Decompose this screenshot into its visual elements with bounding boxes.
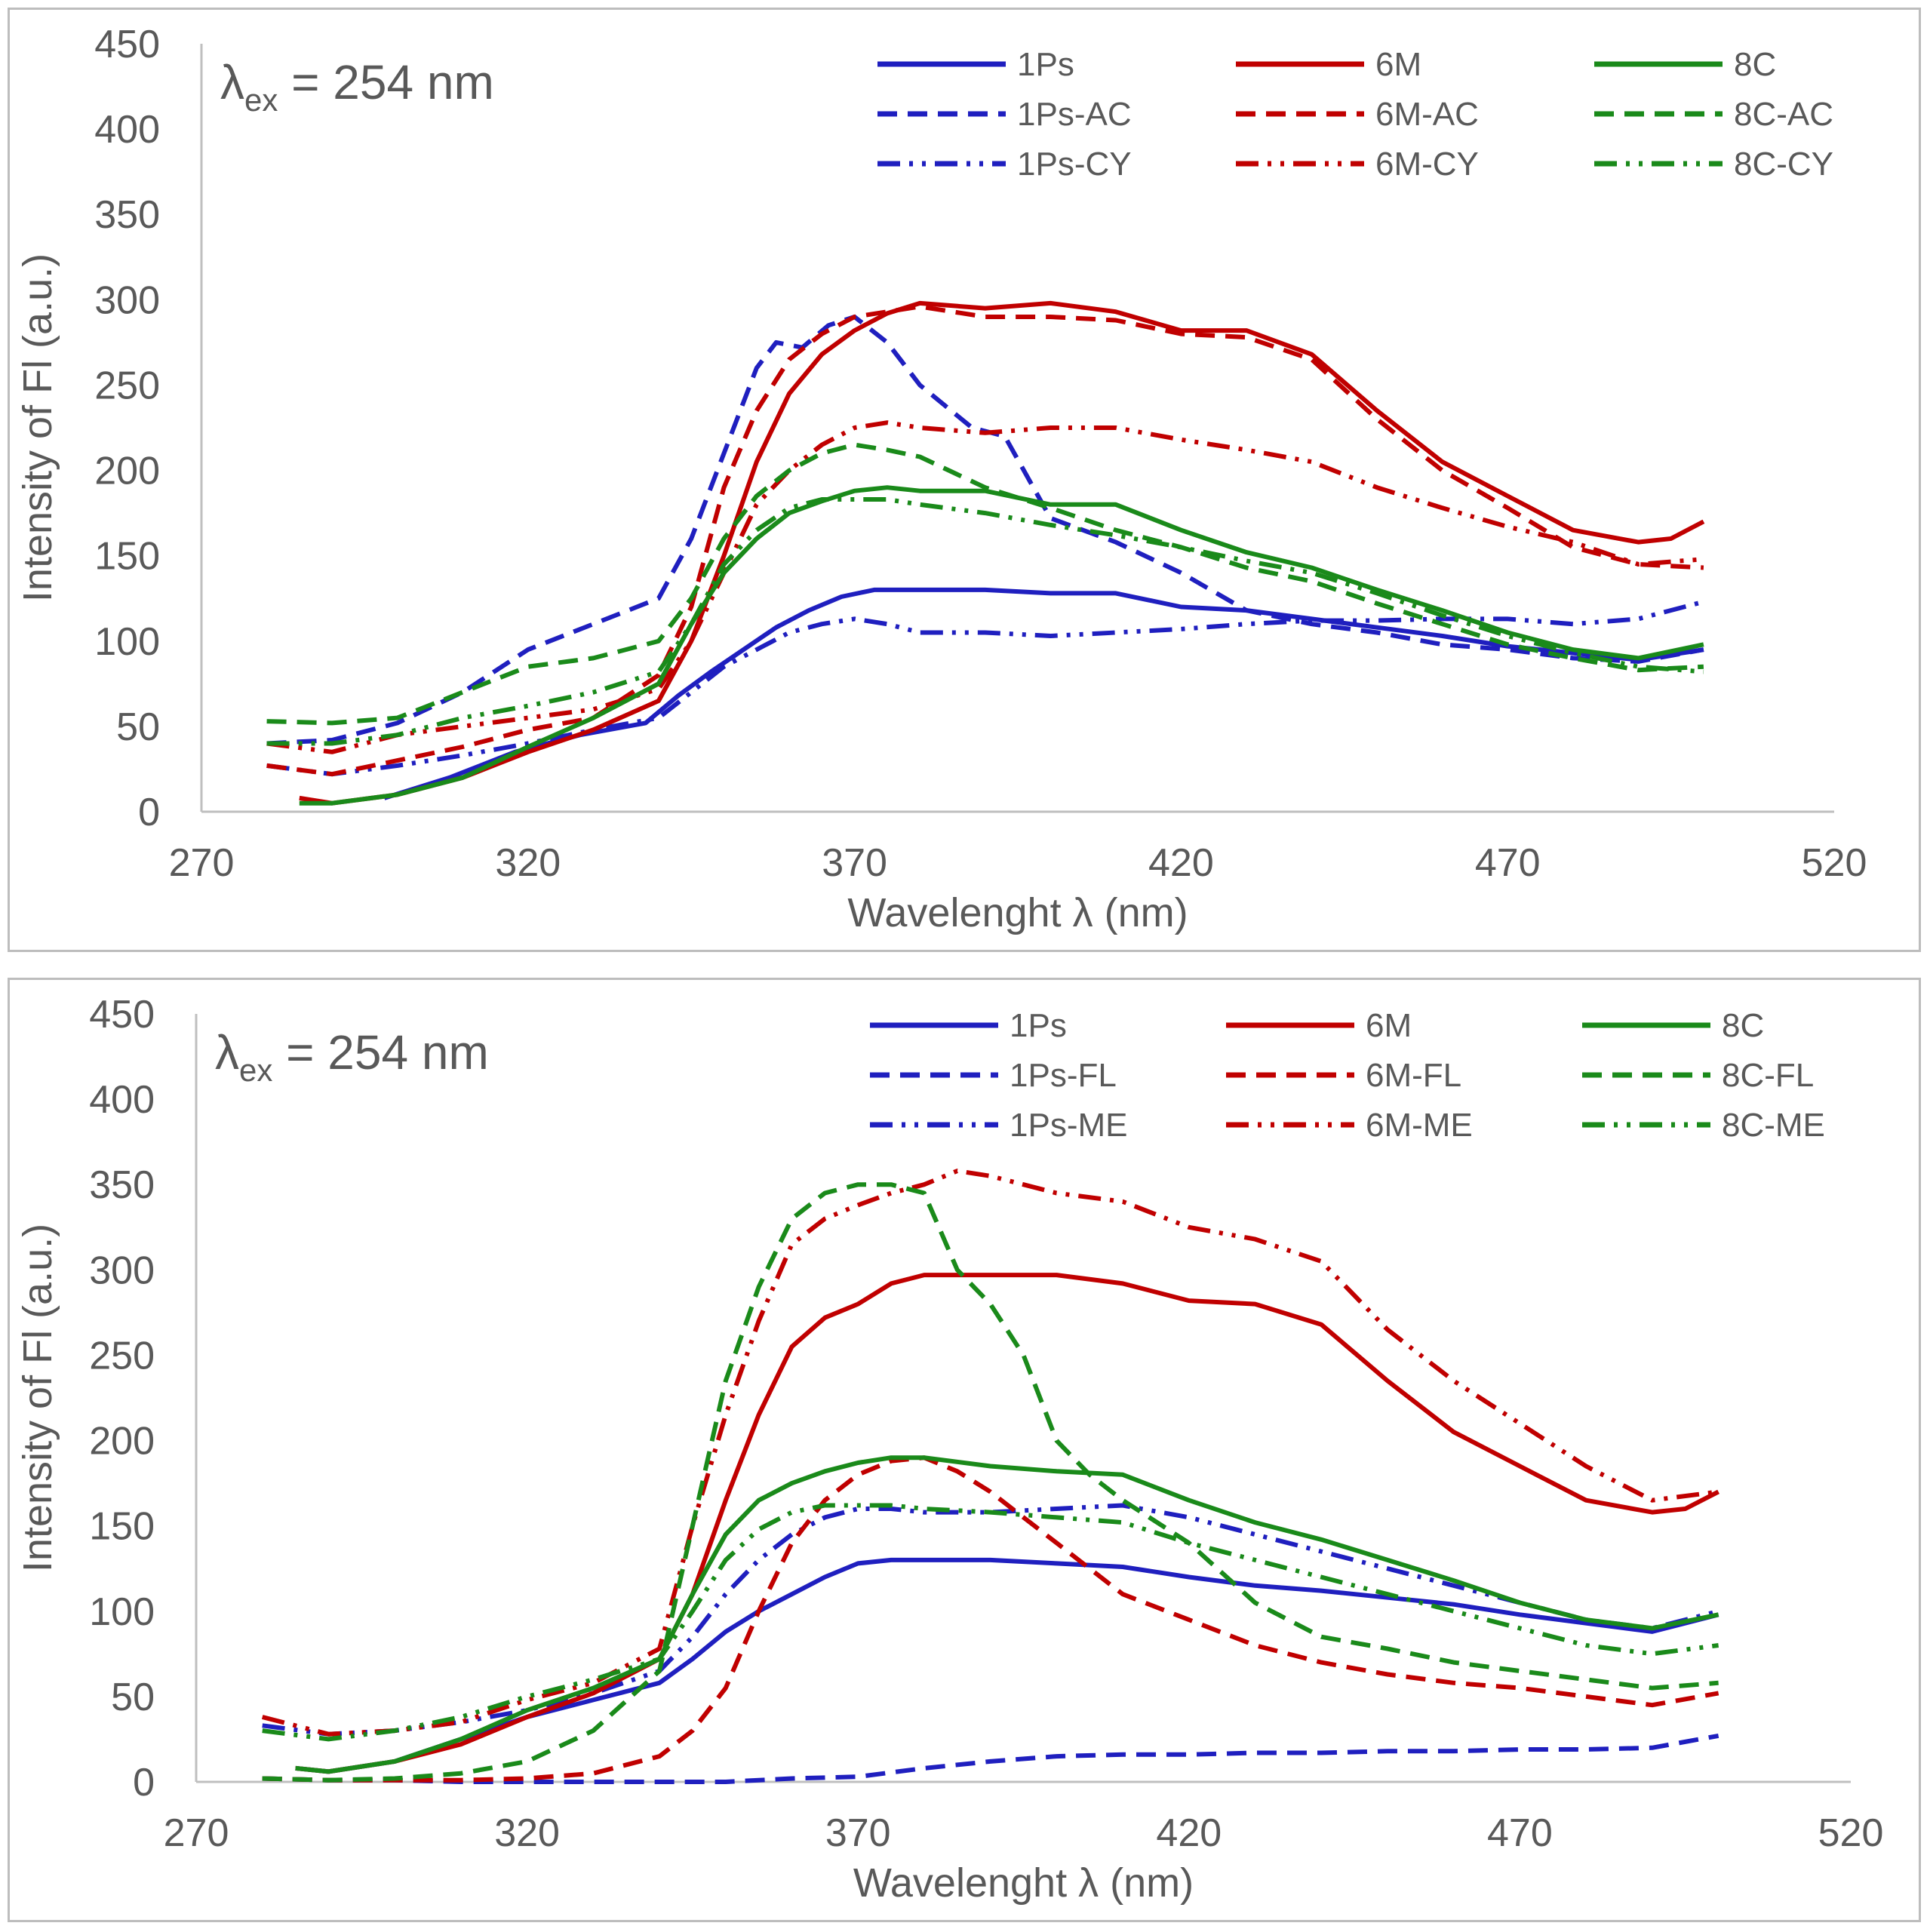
chart-panel-bottom: 0 50 100 150 200 250 300 350 400 450 270 320 370 420 4… (8, 978, 1921, 1922)
chart1-legend-label-8c-cy: 8C-CY (1734, 146, 1833, 183)
chart2-y-tick-label: 300 (89, 1249, 155, 1292)
chart-top-svg: 0 50 100 150 200 250 300 350 400 450 270 320 370 420 4… (15, 23, 1867, 935)
chart1-legend-label-1ps-cy: 1Ps-CY (1017, 146, 1132, 183)
chart1-y-tick-label: 250 (94, 364, 160, 407)
chart1-legend-label-8c: 8C (1734, 46, 1776, 83)
chart2-series-line-6m (295, 1273, 1719, 1774)
chart1-legend-label-6m: 6M (1375, 46, 1421, 83)
chart1-annotation-text: = 254 nm (278, 55, 493, 109)
chart2-annotation-subscript: ex (239, 1052, 272, 1088)
chart2-legend-label-8c-fl: 8C-FL (1722, 1057, 1814, 1094)
chart1-x-tick-label: 520 (1802, 841, 1867, 885)
chart2-y-tick-label: 450 (89, 993, 155, 1037)
chart2-legend-label-6m-fl: 6M-FL (1366, 1057, 1461, 1094)
chart2-series-line-6m-fl (262, 1455, 1719, 1783)
chart2-legend-label-1ps-me: 1Ps-ME (1010, 1107, 1127, 1144)
chart1-series-line-8c-ac (266, 442, 1704, 726)
chart2-excitation-annotation: λex = 254 nm (215, 1025, 489, 1088)
chart1-x-tick-label: 420 (1148, 841, 1214, 885)
chart1-series-line-8c-cy (266, 497, 1704, 746)
chart1-x-tick-label: 370 (822, 841, 887, 885)
chart1-x-axis-title: Wavelenght λ (nm) (847, 890, 1188, 935)
chart2-x-tick-label: 320 (494, 1811, 560, 1855)
chart1-series-line-6m-cy (266, 420, 1704, 754)
chart1-annotation-subscript: ex (244, 82, 278, 118)
chart1-y-tick-label: 150 (94, 535, 160, 579)
chart1-series-line-1ps (383, 587, 1704, 800)
chart2-x-tick-label: 470 (1487, 1811, 1553, 1855)
chart2-series-line-6m-me (261, 1169, 1719, 1737)
chart1-x-tick-label: 320 (495, 841, 561, 885)
chart2-y-tick-label: 350 (89, 1163, 155, 1207)
chart2-series-line-8c-fl (262, 1182, 1719, 1783)
chart2-series-line-1ps-fl (262, 1733, 1719, 1784)
chart1-y-tick-label: 100 (94, 620, 160, 664)
chart1-series-line-6m-ac (266, 304, 1704, 777)
chart2-series-line-1ps-me (262, 1503, 1719, 1737)
chart2-y-tick-label: 200 (89, 1420, 155, 1464)
chart2-annotation-text: = 254 nm (272, 1025, 488, 1080)
chart2-annotation-symbol: λ (215, 1025, 239, 1080)
chart2-y-tick-label: 100 (89, 1590, 155, 1634)
chart2-x-tick-label: 270 (164, 1811, 229, 1855)
chart1-legend-label-1ps-ac: 1Ps-AC (1017, 96, 1132, 133)
chart1-x-tick-label: 270 (169, 841, 235, 885)
chart1-legend-label-6m-cy: 6M-CY (1375, 146, 1479, 183)
chart1-series-line-1ps-ac (266, 315, 1704, 746)
chart2-x-axis-title: Wavelenght λ (nm) (853, 1860, 1194, 1906)
chart2-legend-label-6m: 6M (1366, 1007, 1412, 1044)
chart1-y-tick-label: 300 (94, 278, 160, 322)
chart1-legend-label-6m-ac: 6M-AC (1375, 96, 1479, 133)
chart1-annotation-symbol: λ (220, 55, 244, 109)
chart2-y-tick-label: 50 (111, 1676, 155, 1719)
chart1-series-line-8c (299, 485, 1704, 806)
chart2-legend-label-8c: 8C (1722, 1007, 1764, 1044)
chart1-y-tick-label: 50 (116, 705, 160, 749)
chart1-excitation-annotation: λex = 254 nm (220, 55, 494, 118)
chart2-series-line-8c (295, 1455, 1719, 1774)
chart2-legend-label-1ps-fl: 1Ps-FL (1010, 1057, 1117, 1094)
chart1-y-tick-label: 200 (94, 450, 160, 493)
chart2-y-tick-label: 150 (89, 1505, 155, 1549)
chart1-series-line-6m (299, 300, 1705, 806)
chart-panel-top: 0 50 100 150 200 250 300 350 400 450 270 320 370 420 4… (8, 8, 1921, 952)
chart1-y-tick-label: 450 (94, 23, 160, 66)
chart2-y-tick-label: 0 (133, 1761, 155, 1805)
chart1-y-tick-label: 400 (94, 108, 160, 152)
chart2-legend-label-8c-me: 8C-ME (1722, 1107, 1825, 1144)
chart2-y-axis-title: Intensity of Fl (a.u.) (15, 1224, 60, 1572)
chart-bottom-svg: 0 50 100 150 200 250 300 350 400 450 270 320 370 420 4… (15, 993, 1884, 1906)
chart2-x-tick-label: 420 (1156, 1811, 1222, 1855)
chart2-y-tick-label: 250 (89, 1334, 155, 1378)
chart2-series-line-8c-me (262, 1503, 1719, 1742)
chart2-series-line-1ps (295, 1557, 1719, 1774)
chart2-x-tick-label: 520 (1818, 1811, 1884, 1855)
chart2-x-tick-label: 370 (825, 1811, 891, 1855)
chart1-y-axis-title: Intensity of Fl (a.u.) (15, 253, 60, 602)
chart1-y-tick-label: 0 (138, 791, 160, 834)
chart1-legend-label-8c-ac: 8C-AC (1734, 96, 1833, 133)
chart2-legend-label-6m-me: 6M-ME (1366, 1107, 1473, 1144)
chart2-legend-label-1ps: 1Ps (1010, 1007, 1067, 1044)
chart1-y-tick-label: 350 (94, 193, 160, 237)
chart1-legend-label-1ps: 1Ps (1017, 46, 1074, 83)
chart1-x-tick-label: 470 (1475, 841, 1541, 885)
chart2-y-tick-label: 400 (89, 1078, 155, 1122)
